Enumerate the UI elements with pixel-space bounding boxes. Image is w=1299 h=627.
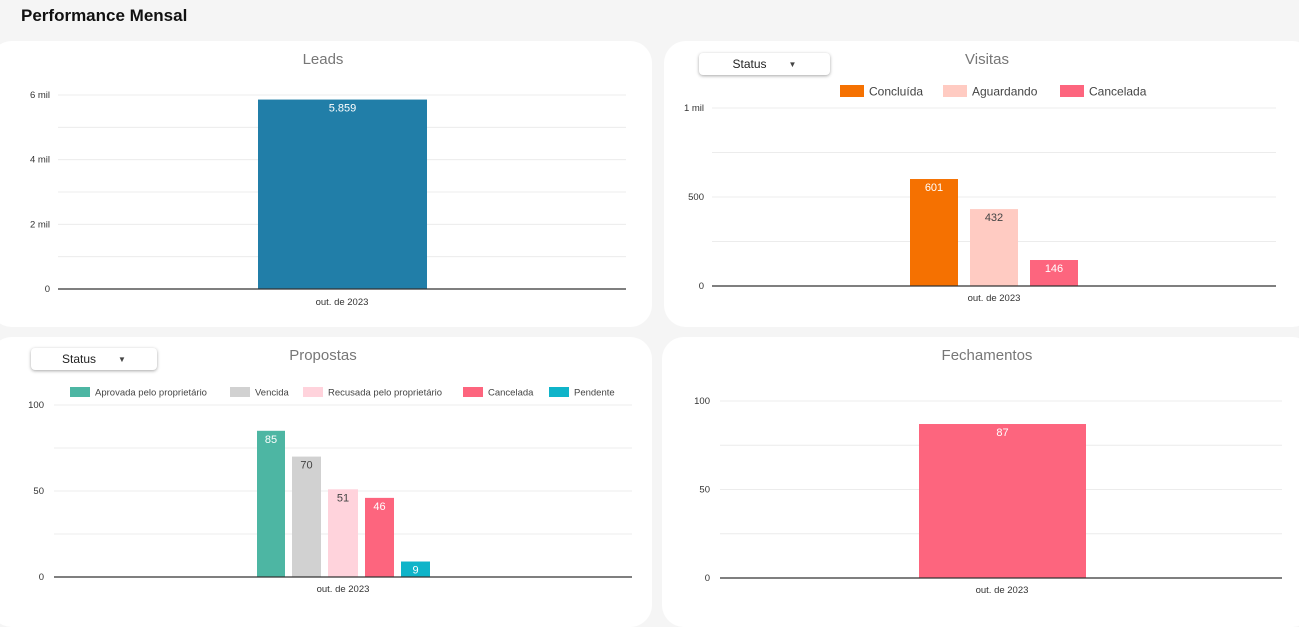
- visitas-chart-title: Visitas: [965, 51, 1009, 68]
- visitas-bar: [910, 179, 958, 286]
- visitas-bar-data-label: 601: [925, 182, 943, 194]
- visitas-bar-data-label: 146: [1045, 263, 1063, 275]
- propostas-legend-swatch: [70, 387, 90, 397]
- visitas-bar: [1030, 260, 1078, 286]
- fechamentos-bar: [919, 424, 1086, 578]
- propostas-bar: [328, 489, 358, 577]
- leads-y-tick-label: 4 mil: [30, 155, 50, 166]
- visitas-legend-swatch: [840, 85, 864, 97]
- propostas-legend-label: Cancelada: [488, 388, 534, 399]
- visitas-y-tick-label: 500: [688, 192, 704, 203]
- fechamentos-y-tick-label: 100: [694, 396, 710, 407]
- visitas-status-label: Status: [732, 57, 767, 71]
- leads-y-tick-label: 2 mil: [30, 219, 50, 230]
- fechamentos-y-tick-label: 50: [699, 485, 710, 496]
- visitas-card: Visitas 0 500 1 mil Concluída Aguardando Cance…: [664, 41, 1299, 327]
- propostas-y-tick-label: 50: [33, 486, 44, 497]
- propostas-legend-label: Vencida: [255, 388, 290, 399]
- propostas-legend-swatch: [549, 387, 569, 397]
- leads-card: Leads 0 2 mil 4 mil 6 mil 5.859 out. de 2023: [0, 41, 652, 327]
- propostas-status-dropdown[interactable]: Status ▼: [31, 348, 157, 370]
- propostas-bar: [401, 561, 430, 577]
- propostas-bar: [365, 497, 394, 577]
- propostas-bar-data-label: 85: [265, 434, 277, 446]
- visitas-chart: Visitas 0 500 1 mil Concluída Aguardando Cance…: [684, 51, 1276, 304]
- visitas-legend-swatch: [1060, 85, 1084, 97]
- visitas-legend-label: Aguardando: [972, 85, 1038, 99]
- leads-y-tick-label: 0: [45, 284, 50, 295]
- propostas-legend-label: Recusada pelo proprietário: [328, 388, 442, 399]
- propostas-legend-swatch: [303, 387, 323, 397]
- leads-y-tick-label: 6 mil: [30, 90, 50, 101]
- visitas-legend-label: Concluída: [869, 85, 923, 99]
- propostas-legend-swatch: [230, 387, 250, 397]
- visitas-y-tick-label: 0: [699, 281, 704, 292]
- fechamentos-bar-data-label: 87: [996, 427, 1008, 439]
- propostas-bar-data-label: 46: [373, 501, 385, 513]
- fechamentos-chart-title: Fechamentos: [942, 347, 1033, 364]
- propostas-card: Propostas 0 50 100 Aprovada pelo proprietári…: [0, 337, 652, 627]
- propostas-legend-label: Pendente: [574, 388, 615, 399]
- propostas-legend-swatch: [463, 387, 483, 397]
- fechamentos-x-category-label: out. de 2023: [976, 585, 1029, 596]
- leads-chart-title: Leads: [303, 51, 344, 68]
- leads-bar-data-label: 5.859: [329, 103, 357, 115]
- propostas-y-tick-label: 0: [39, 572, 44, 583]
- visitas-legend-label: Cancelada: [1089, 85, 1147, 99]
- propostas-legend-label: Aprovada pelo proprietário: [95, 388, 207, 399]
- propostas-bar-data-label: 9: [412, 565, 418, 577]
- visitas-x-category-label: out. de 2023: [968, 293, 1021, 304]
- visitas-bar-data-label: 432: [985, 212, 1003, 224]
- visitas-y-tick-label: 1 mil: [684, 103, 704, 114]
- propostas-bar: [292, 456, 321, 577]
- visitas-status-dropdown[interactable]: Status ▼: [699, 53, 830, 75]
- propostas-bar-data-label: 70: [300, 460, 312, 472]
- leads-bar: [258, 99, 427, 290]
- chevron-down-icon: ▼: [118, 354, 126, 364]
- propostas-bar-data-label: 51: [337, 492, 349, 504]
- chevron-down-icon: ▼: [788, 59, 797, 69]
- visitas-bar: [970, 209, 1018, 286]
- propostas-chart: Propostas 0 50 100 Aprovada pelo proprietári…: [28, 347, 632, 595]
- leads-x-category-label: out. de 2023: [316, 297, 369, 308]
- propostas-x-category-label: out. de 2023: [317, 584, 370, 595]
- fechamentos-card: Fechamentos 0 50 100 87 out. de 2023: [662, 337, 1299, 627]
- propostas-chart-title: Propostas: [289, 347, 357, 364]
- fechamentos-chart: Fechamentos 0 50 100 87 out. de 2023: [694, 347, 1282, 596]
- visitas-legend-swatch: [943, 85, 967, 97]
- propostas-y-tick-label: 100: [28, 400, 44, 411]
- page-title: Performance Mensal: [21, 6, 188, 25]
- propostas-status-label: Status: [62, 352, 97, 366]
- leads-chart: Leads 0 2 mil 4 mil 6 mil 5.859 out. de 2023: [30, 51, 626, 308]
- fechamentos-y-tick-label: 0: [705, 573, 710, 584]
- propostas-bar: [257, 430, 285, 577]
